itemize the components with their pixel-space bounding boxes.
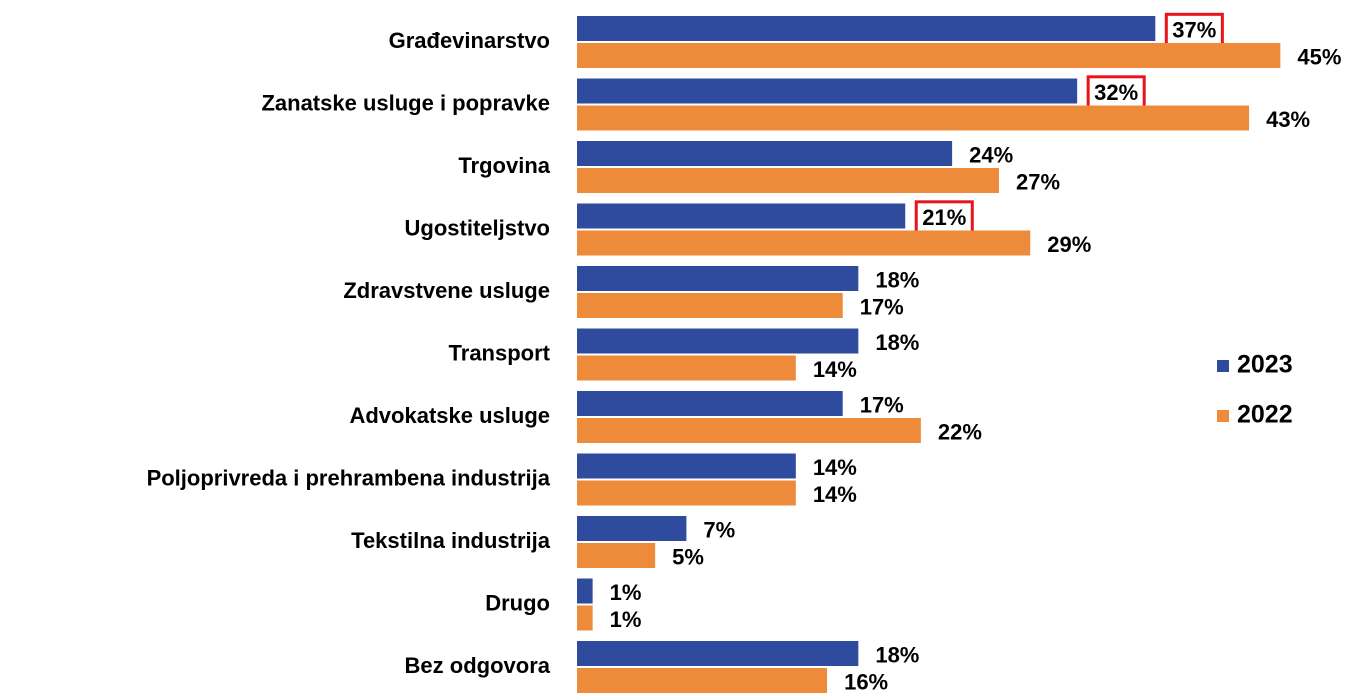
value-label: 45% bbox=[1297, 44, 1341, 69]
category-label: Transport bbox=[449, 340, 551, 365]
value-label: 29% bbox=[1047, 232, 1091, 257]
value-label: 17% bbox=[860, 392, 904, 417]
bar bbox=[577, 418, 921, 443]
category-label: Drugo bbox=[485, 590, 550, 615]
category-label: Zanatske usluge i popravke bbox=[261, 90, 550, 115]
category-label: Advokatske usluge bbox=[349, 403, 550, 428]
value-label: 7% bbox=[703, 517, 735, 542]
legend-swatch bbox=[1217, 360, 1229, 372]
legend-swatch bbox=[1217, 410, 1229, 422]
bar bbox=[577, 328, 859, 354]
value-label: 24% bbox=[969, 142, 1013, 167]
bar bbox=[577, 203, 906, 229]
bar bbox=[577, 266, 859, 291]
value-label: 17% bbox=[860, 294, 904, 319]
bar bbox=[577, 668, 828, 693]
bar bbox=[577, 105, 1250, 131]
value-label: 5% bbox=[672, 544, 704, 569]
bar bbox=[577, 543, 656, 568]
bar bbox=[577, 293, 843, 318]
bar bbox=[577, 230, 1031, 256]
value-label: 1% bbox=[610, 607, 642, 632]
category-label: Bez odgovora bbox=[405, 653, 551, 678]
bar bbox=[577, 516, 687, 541]
value-label: 16% bbox=[844, 669, 888, 693]
value-label: 14% bbox=[813, 455, 857, 480]
bar bbox=[577, 43, 1281, 68]
value-label: 18% bbox=[875, 642, 919, 667]
bar bbox=[577, 641, 859, 666]
bar bbox=[577, 578, 593, 604]
value-label: 18% bbox=[875, 330, 919, 355]
category-label: Ugostiteljstvo bbox=[405, 215, 550, 240]
value-label: 37% bbox=[1172, 17, 1216, 42]
category-label: Zdravstvene usluge bbox=[343, 278, 550, 303]
category-label: Poljoprivreda i prehrambena industrija bbox=[147, 465, 551, 490]
value-label: 32% bbox=[1094, 80, 1138, 105]
bar bbox=[577, 605, 593, 631]
bar bbox=[577, 16, 1156, 41]
value-label: 21% bbox=[922, 205, 966, 230]
bar bbox=[577, 453, 796, 479]
value-label: 27% bbox=[1016, 169, 1060, 194]
value-label: 14% bbox=[813, 357, 857, 382]
bar bbox=[577, 391, 843, 416]
value-label: 22% bbox=[938, 419, 982, 444]
legend-label: 2023 bbox=[1237, 351, 1293, 379]
legend-label: 2022 bbox=[1237, 401, 1293, 429]
value-label: 1% bbox=[610, 580, 642, 605]
value-label: 43% bbox=[1266, 107, 1310, 132]
value-label: 18% bbox=[875, 267, 919, 292]
bar bbox=[577, 168, 1000, 193]
category-label: Tekstilna industrija bbox=[351, 528, 551, 553]
bar bbox=[577, 78, 1078, 104]
bar bbox=[577, 141, 953, 166]
bar bbox=[577, 480, 796, 506]
bar bbox=[577, 355, 796, 381]
category-label: Trgovina bbox=[458, 153, 550, 178]
value-label: 14% bbox=[813, 482, 857, 507]
category-label: Građevinarstvo bbox=[389, 28, 550, 53]
